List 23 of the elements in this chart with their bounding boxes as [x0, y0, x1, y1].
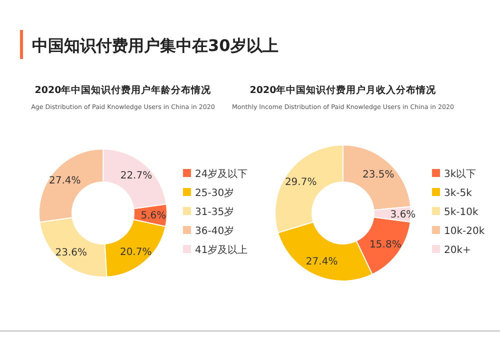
data-label: 22.7% — [120, 170, 152, 182]
legend-label: 25-30岁 — [195, 187, 234, 199]
legend-label: 41岁及以上 — [195, 244, 248, 256]
legend-label: 24岁及以下 — [195, 168, 248, 180]
legend-label: 10k-20k — [444, 226, 485, 237]
legend-label: 3k-5k — [444, 188, 472, 199]
chart-title: 2020年中国知识付费用户月收入分布情况 — [250, 84, 438, 96]
legend-label: 5k-10k — [444, 207, 478, 218]
text: 中国知识付费用户集中在30岁以上 — [32, 36, 278, 55]
data-label: 23.5% — [362, 170, 394, 181]
legend-label: 31-35岁 — [195, 206, 234, 218]
legend-label: 3k以下 — [444, 168, 476, 180]
data-label: 27.4% — [48, 175, 81, 186]
data-label: 5.6% — [140, 210, 166, 222]
data-label: 27.4% — [306, 256, 338, 268]
data-label: 20.7% — [120, 246, 152, 258]
data-label: 15.8% — [370, 239, 402, 250]
data-label: 23.6% — [55, 248, 87, 259]
legend-label: 36-40岁 — [195, 225, 234, 237]
data-label: 3.6% — [390, 210, 416, 221]
data-label: 29.7% — [284, 177, 317, 188]
legend-label: 20k+ — [444, 245, 471, 256]
chart-title: 2020年中国知识付费用户年龄分布情况 — [34, 84, 212, 96]
